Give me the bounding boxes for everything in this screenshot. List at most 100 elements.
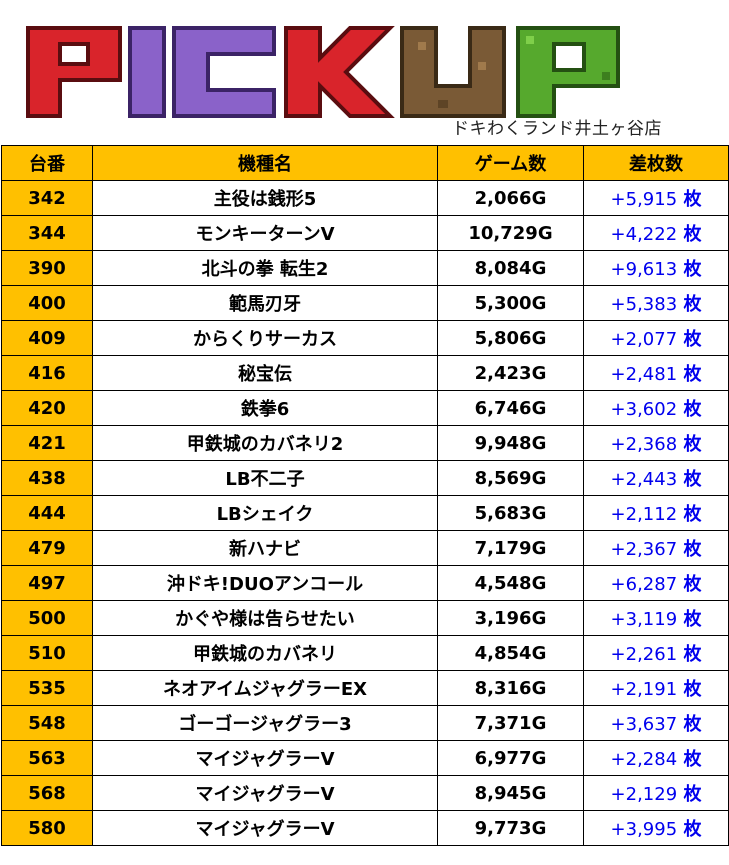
difference-value: +2,112 枚: [583, 495, 729, 531]
game-count: 8,084G: [437, 250, 584, 286]
model-name: ネオアイムジャグラーEX: [92, 670, 438, 706]
model-name: LB不二子: [92, 460, 438, 496]
difference-value: +9,613 枚: [583, 250, 729, 286]
difference-unit: 枚: [683, 714, 702, 735]
difference-number: +4,222: [610, 224, 678, 245]
machine-number: 568: [1, 775, 93, 811]
table-row: 342 主役は銭形5 2,066G +5,915 枚: [1, 180, 729, 216]
model-name: モンキーターンV: [92, 215, 438, 251]
game-count: 8,569G: [437, 460, 584, 496]
difference-unit: 枚: [683, 749, 702, 770]
difference-unit: 枚: [683, 434, 702, 455]
model-name: 北斗の拳 転生2: [92, 250, 438, 286]
table-row: 390 北斗の拳 転生2 8,084G +9,613 枚: [1, 250, 729, 286]
logo-letter-i: [128, 26, 166, 118]
machine-number: 390: [1, 250, 93, 286]
game-count: 6,746G: [437, 390, 584, 426]
machine-number: 479: [1, 530, 93, 566]
model-name: 甲鉄城のカバネリ2: [92, 425, 438, 461]
difference-number: +5,383: [610, 294, 678, 315]
difference-unit: 枚: [683, 644, 702, 665]
logo-letter-p2: [516, 26, 620, 118]
difference-unit: 枚: [683, 609, 702, 630]
game-count: 3,196G: [437, 600, 584, 636]
difference-number: +2,367: [610, 539, 678, 560]
difference-value: +2,481 枚: [583, 355, 729, 391]
difference-unit: 枚: [683, 399, 702, 420]
difference-unit: 枚: [683, 259, 702, 280]
game-count: 6,977G: [437, 740, 584, 776]
model-name: 秘宝伝: [92, 355, 438, 391]
game-count: 5,806G: [437, 320, 584, 356]
model-name: 新ハナビ: [92, 530, 438, 566]
table-header-row: 台番 機種名 ゲーム数 差枚数: [1, 145, 729, 181]
model-name: 鉄拳6: [92, 390, 438, 426]
column-header-game-count: ゲーム数: [437, 145, 584, 181]
logo-letter-p1: [26, 26, 122, 118]
difference-unit: 枚: [683, 189, 702, 210]
table-row: 344 モンキーターンV 10,729G +4,222 枚: [1, 215, 729, 251]
difference-number: +3,637: [610, 714, 678, 735]
table-row: 548 ゴーゴージャグラー3 7,371G +3,637 枚: [1, 705, 729, 741]
machine-number: 438: [1, 460, 93, 496]
table-row: 420 鉄拳6 6,746G +3,602 枚: [1, 390, 729, 426]
machine-number: 342: [1, 180, 93, 216]
model-name: ゴーゴージャグラー3: [92, 705, 438, 741]
difference-value: +6,287 枚: [583, 565, 729, 601]
machine-number: 535: [1, 670, 93, 706]
difference-unit: 枚: [683, 679, 702, 700]
table-body: 342 主役は銭形5 2,066G +5,915 枚 344 モンキーターンV 10,729…: [1, 180, 729, 846]
table-row: 580 マイジャグラーV 9,773G +3,995 枚: [1, 810, 729, 846]
difference-value: +2,443 枚: [583, 460, 729, 496]
game-count: 4,548G: [437, 565, 584, 601]
machine-number: 409: [1, 320, 93, 356]
table-row: 497 沖ドキ!DUOアンコール 4,548G +6,287 枚: [1, 565, 729, 601]
difference-number: +2,129: [610, 784, 678, 805]
difference-number: +2,443: [610, 469, 678, 490]
machine-number: 416: [1, 355, 93, 391]
difference-number: +2,368: [610, 434, 678, 455]
difference-unit: 枚: [683, 364, 702, 385]
pickup-logo: [26, 26, 620, 118]
table-row: 444 LBシェイク 5,683G +2,112 枚: [1, 495, 729, 531]
model-name: マイジャグラーV: [92, 740, 438, 776]
difference-value: +3,637 枚: [583, 705, 729, 741]
difference-value: +3,995 枚: [583, 810, 729, 846]
model-name: 沖ドキ!DUOアンコール: [92, 565, 438, 601]
difference-value: +2,367 枚: [583, 530, 729, 566]
difference-number: +3,995: [610, 819, 678, 840]
model-name: マイジャグラーV: [92, 775, 438, 811]
difference-value: +2,368 枚: [583, 425, 729, 461]
game-count: 10,729G: [437, 215, 584, 251]
table-row: 416 秘宝伝 2,423G +2,481 枚: [1, 355, 729, 391]
machine-number: 420: [1, 390, 93, 426]
difference-value: +4,222 枚: [583, 215, 729, 251]
model-name: マイジャグラーV: [92, 810, 438, 846]
machine-number: 344: [1, 215, 93, 251]
header: ドキわくランド井土ヶ谷店: [0, 0, 729, 145]
difference-value: +5,383 枚: [583, 285, 729, 321]
table-row: 409 からくりサーカス 5,806G +2,077 枚: [1, 320, 729, 356]
store-name: ドキわくランド井土ヶ谷店: [452, 119, 662, 139]
difference-value: +2,077 枚: [583, 320, 729, 356]
table-row: 500 かぐや様は告らせたい 3,196G +3,119 枚: [1, 600, 729, 636]
table-row: 568 マイジャグラーV 8,945G +2,129 枚: [1, 775, 729, 811]
difference-number: +2,481: [610, 364, 678, 385]
game-count: 7,371G: [437, 705, 584, 741]
table-row: 563 マイジャグラーV 6,977G +2,284 枚: [1, 740, 729, 776]
column-header-model-name: 機種名: [92, 145, 438, 181]
game-count: 4,854G: [437, 635, 584, 671]
table-row: 400 範馬刃牙 5,300G +5,383 枚: [1, 285, 729, 321]
model-name: LBシェイク: [92, 495, 438, 531]
difference-unit: 枚: [683, 819, 702, 840]
machine-number: 444: [1, 495, 93, 531]
game-count: 2,066G: [437, 180, 584, 216]
difference-value: +3,119 枚: [583, 600, 729, 636]
machine-number: 580: [1, 810, 93, 846]
table-row: 421 甲鉄城のカバネリ2 9,948G +2,368 枚: [1, 425, 729, 461]
logo-letter-c: [172, 26, 276, 118]
table-row: 438 LB不二子 8,569G +2,443 枚: [1, 460, 729, 496]
machine-number: 548: [1, 705, 93, 741]
difference-value: +3,602 枚: [583, 390, 729, 426]
